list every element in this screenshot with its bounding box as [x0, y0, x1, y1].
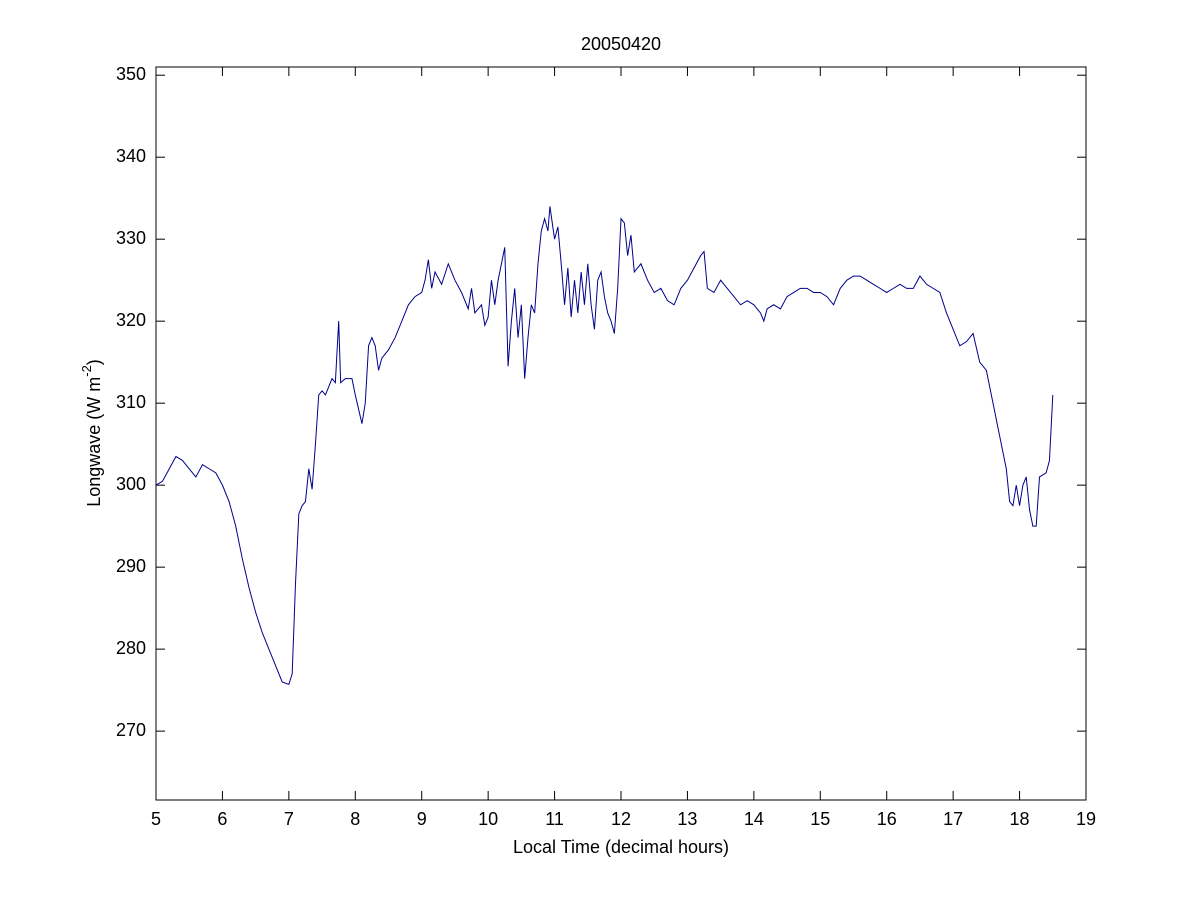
- y-axis-label-end: ): [84, 359, 104, 365]
- x-tick-label: 19: [1076, 809, 1096, 829]
- x-tick-label: 17: [943, 809, 963, 829]
- y-tick-label: 300: [116, 474, 146, 494]
- x-tick-label: 9: [417, 809, 427, 829]
- x-tick-label: 15: [810, 809, 830, 829]
- x-tick-label: 11: [545, 809, 564, 829]
- x-tick-label: 14: [744, 809, 764, 829]
- y-tick-label: 330: [116, 228, 146, 248]
- y-tick-label: 280: [116, 638, 146, 658]
- y-axis-label-main: Longwave (W m: [84, 377, 104, 507]
- y-axis-label-sup: -2: [79, 365, 94, 377]
- x-tick-label: 12: [611, 809, 631, 829]
- x-tick-label: 7: [284, 809, 294, 829]
- x-tick-label: 6: [217, 809, 227, 829]
- x-axis-label: Local Time (decimal hours): [513, 837, 729, 857]
- x-tick-label: 8: [350, 809, 360, 829]
- plot-frame: [155, 66, 1087, 801]
- y-axis-label: Longwave (W m-2): [79, 359, 103, 507]
- chart-title: 20050420: [581, 34, 661, 54]
- y-tick-label: 350: [116, 64, 146, 84]
- x-tick-label: 10: [478, 809, 498, 829]
- y-tick-label: 320: [116, 310, 146, 330]
- data-line: [155, 206, 1054, 686]
- x-tick-label: 13: [677, 809, 697, 829]
- y-tick-label: 290: [116, 556, 146, 576]
- x-tick-label: 18: [1010, 809, 1030, 829]
- y-tick-label: 310: [116, 392, 146, 412]
- x-tick-label: 16: [877, 809, 897, 829]
- y-tick-label: 270: [116, 720, 146, 740]
- y-tick-label: 340: [116, 146, 146, 166]
- x-tick-label: 5: [151, 809, 161, 829]
